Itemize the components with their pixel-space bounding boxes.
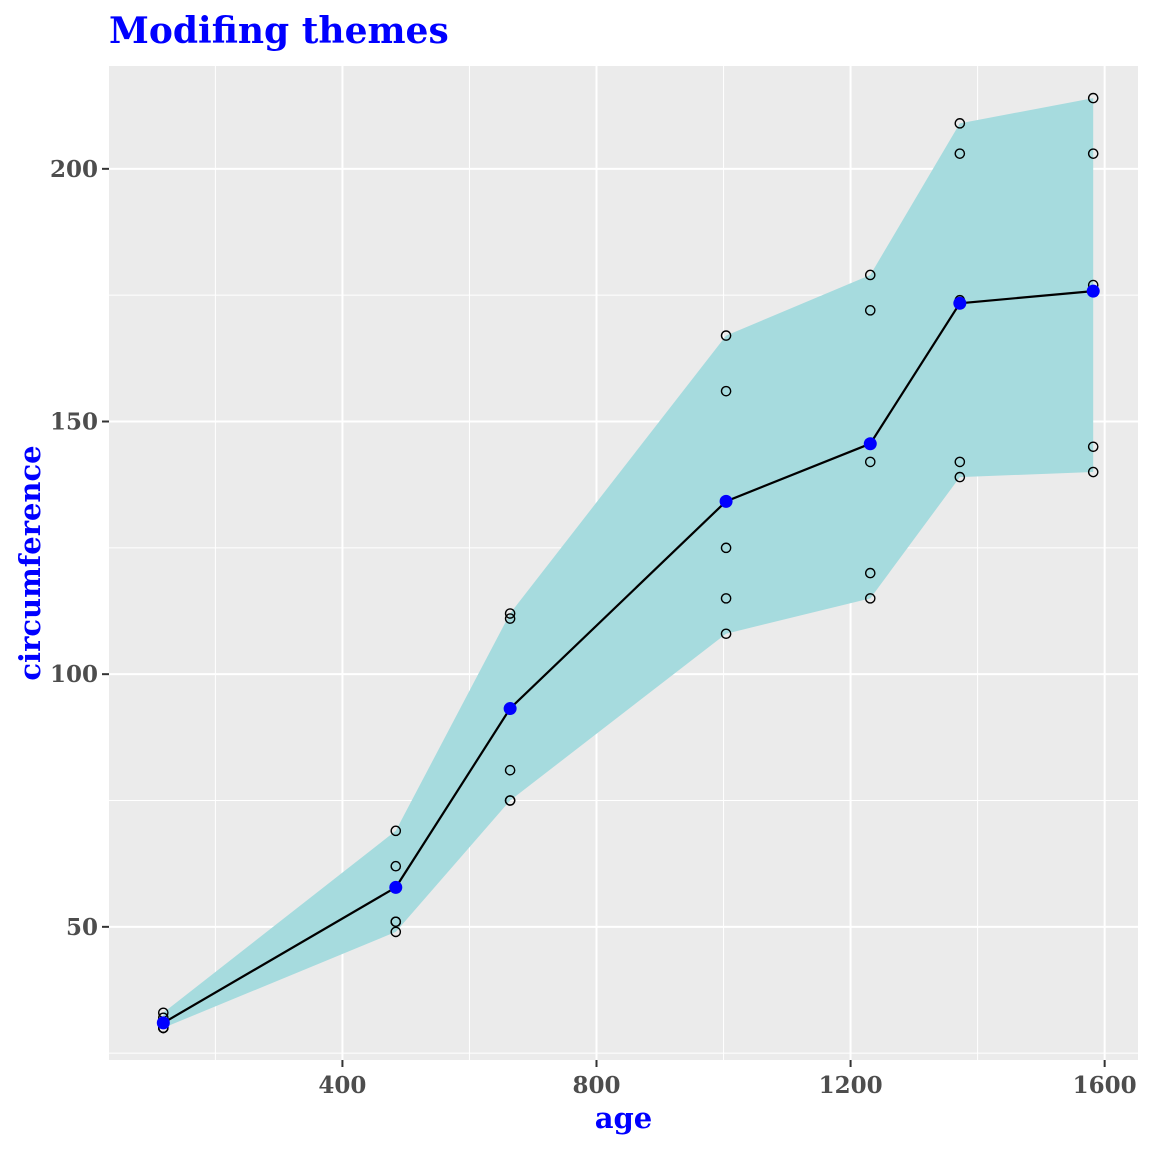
observation-point xyxy=(1087,92,1099,104)
observation-points xyxy=(158,92,1099,1034)
y-axis-ticks: 50 100 150 200 xyxy=(50,156,109,941)
mean-points xyxy=(156,284,1100,1030)
mean-point xyxy=(719,494,733,508)
observation-point xyxy=(504,764,516,776)
observation-point xyxy=(954,118,966,129)
x-axis-ticks: 400 800 1200 1600 xyxy=(318,1060,1137,1099)
observation-point xyxy=(720,542,732,554)
observation-point xyxy=(1087,441,1099,453)
observation-point xyxy=(504,608,516,619)
observation-point xyxy=(864,593,876,604)
x-tick-label: 800 xyxy=(572,1072,620,1099)
observation-point xyxy=(864,456,876,468)
range-ribbon xyxy=(163,98,1094,1028)
observation-point xyxy=(720,593,732,604)
observation-point xyxy=(954,456,966,468)
observation-point xyxy=(390,825,402,837)
observation-point xyxy=(954,471,966,483)
observation-point xyxy=(390,926,402,938)
y-tick-label: 100 xyxy=(50,661,98,688)
x-tick-label: 1200 xyxy=(819,1072,883,1099)
mean-point xyxy=(863,437,877,451)
observation-point xyxy=(720,385,732,397)
y-axis-label: circumference xyxy=(13,445,47,680)
observation-point xyxy=(1087,466,1099,478)
mean-point xyxy=(503,702,517,716)
observation-point xyxy=(864,567,876,579)
observation-point xyxy=(504,613,516,624)
observation-point xyxy=(504,795,516,806)
x-axis-label: age xyxy=(595,1101,653,1135)
mean-point xyxy=(156,1016,170,1030)
observation-point xyxy=(390,916,402,928)
observation-point xyxy=(864,305,876,316)
x-tick-label: 400 xyxy=(318,1072,366,1099)
observation-point xyxy=(720,628,732,640)
observation-point xyxy=(1087,148,1099,159)
observation-point xyxy=(720,330,732,341)
y-tick-label: 50 xyxy=(66,914,98,941)
mean-point xyxy=(953,296,967,310)
observation-point xyxy=(864,269,876,281)
y-tick-label: 200 xyxy=(50,156,98,183)
mean-point xyxy=(389,880,403,894)
observation-point xyxy=(390,860,402,872)
mean-point xyxy=(1086,284,1100,298)
y-tick-label: 150 xyxy=(50,409,98,436)
chart-title: Modifing themes xyxy=(109,10,449,52)
x-tick-label: 1600 xyxy=(1073,1072,1137,1099)
observation-point xyxy=(954,148,966,159)
